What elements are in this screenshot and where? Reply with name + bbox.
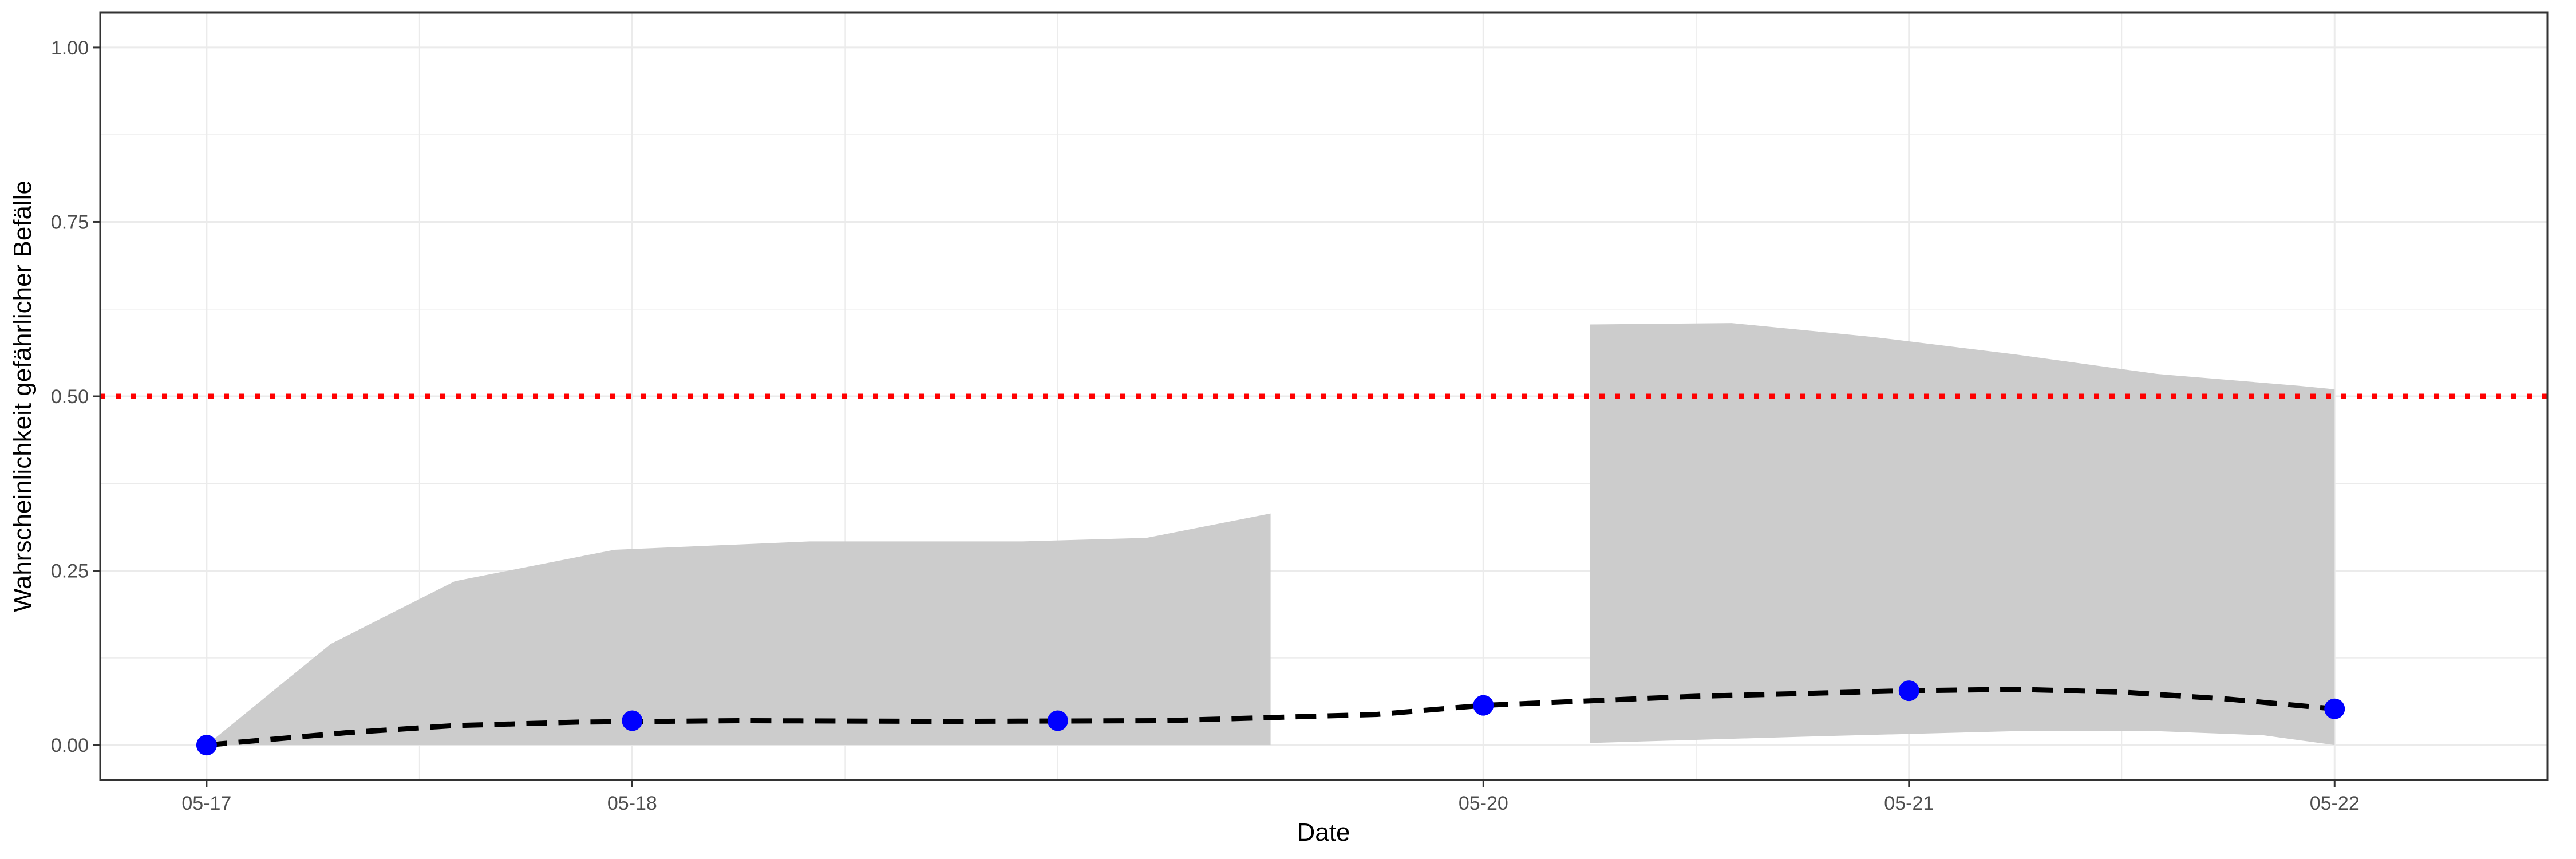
confidence-ribbon-2 [1590,323,2335,746]
data-point [622,710,643,731]
x-axis-title: Date [1297,818,1350,846]
x-tick-label: 05-18 [607,793,657,814]
x-axis: 05-17 05-18 05-20 05-21 05-22 [181,780,2360,814]
data-point [1047,710,1068,731]
x-tick-label: 05-22 [2310,793,2360,814]
x-tick-label: 05-17 [181,793,231,814]
smooth-line-group [206,687,2335,748]
y-tick-label: 0.50 [51,386,89,408]
data-point [196,735,217,756]
y-tick-label: 1.00 [51,37,89,59]
x-tick-label: 05-21 [1884,793,1934,814]
data-point [2324,698,2345,719]
data-points [196,680,2345,756]
y-tick-label: 0.75 [51,211,89,233]
y-axis: 0.00 0.25 0.50 0.75 1.00 [51,37,100,756]
smooth-line [206,687,2335,748]
data-point [1898,680,1919,702]
y-tick-label: 0.25 [51,561,89,582]
x-tick-label: 05-20 [1459,793,1508,814]
y-axis-title: Wahrscheinlichkeit gefährlicher Befälle [9,180,37,612]
data-point [1473,695,1494,716]
confidence-ribbon-1 [206,513,1271,746]
confidence-ribbons [206,323,2335,746]
y-tick-label: 0.00 [51,735,89,756]
